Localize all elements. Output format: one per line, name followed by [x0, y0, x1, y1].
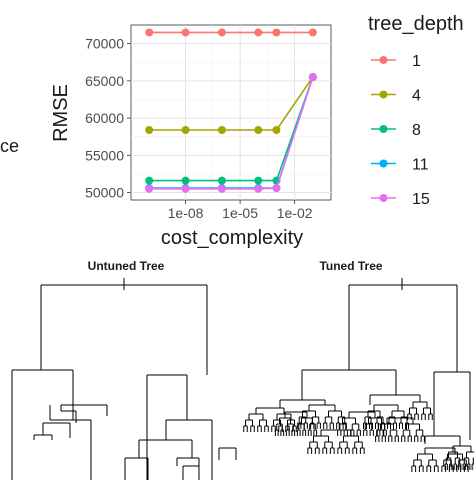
legend: tree_depth 1 4 8 11 15 [368, 13, 464, 208]
data-point [145, 184, 154, 193]
data-point [254, 28, 263, 37]
tree-branch [424, 435, 461, 446]
x-tick-label: 1e-02 [277, 205, 313, 221]
x-tick-label: 1e-05 [222, 205, 258, 221]
legend-key-point [379, 159, 388, 168]
data-point [217, 28, 226, 37]
tree-leaf-cluster [363, 404, 409, 429]
x-tick-label: 1e-08 [168, 205, 204, 221]
data-point [181, 176, 190, 185]
legend-item-15: 15 [371, 191, 430, 208]
series-line [149, 76, 314, 182]
tree-leaf-cluster [297, 404, 347, 429]
tree-leaf-cluster [407, 401, 433, 420]
series-15 [145, 73, 317, 193]
legend-title: tree_depth [368, 13, 464, 35]
tree-branch [279, 399, 326, 408]
data-point [145, 28, 154, 37]
series-line [149, 76, 314, 190]
y-tick-label: 65000 [85, 73, 124, 89]
data-point [254, 126, 263, 134]
legend-label: 8 [412, 122, 421, 139]
data-point [181, 28, 190, 37]
series-line [149, 76, 314, 131]
y-tick-label: 50000 [85, 185, 124, 201]
data-point [254, 184, 263, 193]
legend-key-point [379, 125, 388, 133]
legend-label: 11 [412, 157, 429, 174]
tuned-tree-title: Tuned Tree [319, 259, 382, 273]
y-tick-label: 55000 [85, 147, 124, 163]
data-point [145, 176, 154, 185]
data-point [181, 184, 190, 193]
legend-item-11: 11 [371, 157, 429, 174]
data-point [145, 126, 154, 134]
legend-key-point [379, 56, 388, 64]
tree-leaf-cluster [375, 417, 425, 442]
data-point [217, 126, 226, 134]
y-tick-label: 70000 [85, 36, 124, 52]
data-point [272, 28, 281, 37]
legend-label: 4 [412, 88, 421, 105]
untuned-tree-title: Untuned Tree [88, 259, 165, 273]
tree-leaf-cluster [444, 445, 474, 470]
data-point [254, 176, 263, 185]
x-axis-label: cost_complexity [161, 227, 303, 249]
grid-minor [131, 25, 331, 200]
data-point [308, 28, 317, 37]
data-point [308, 73, 317, 82]
data-point [217, 184, 226, 193]
plot-panel [130, 24, 332, 201]
y-tick-label: 60000 [85, 110, 124, 126]
data-point [272, 184, 281, 193]
tree-leaf-cluster [337, 411, 387, 436]
x-axis: 1e-08 1e-05 1e-02 [168, 200, 313, 221]
series-1 [145, 28, 317, 37]
untuned-tree-dendrogram [11, 278, 237, 480]
legend-item-8: 8 [371, 122, 421, 139]
legend-key-point [379, 90, 388, 99]
data-point [272, 126, 281, 134]
data-point [217, 176, 226, 185]
legend-key-point [379, 194, 388, 202]
legend-item-1: 1 [371, 53, 421, 70]
tree-leaf-cluster [307, 429, 365, 454]
left-edge-text: ce [0, 136, 19, 156]
tree-branch [369, 394, 421, 405]
data-point [181, 126, 190, 134]
tree-leaf-cluster [274, 411, 318, 436]
legend-label: 15 [412, 191, 430, 208]
y-axis-label: RMSE [50, 84, 72, 142]
tuned-tree-dendrogram [243, 278, 474, 472]
y-axis: 50000 55000 60000 65000 70000 [85, 36, 131, 201]
legend-label: 1 [412, 53, 421, 70]
legend-item-4: 4 [371, 88, 421, 105]
series-group [145, 28, 317, 193]
